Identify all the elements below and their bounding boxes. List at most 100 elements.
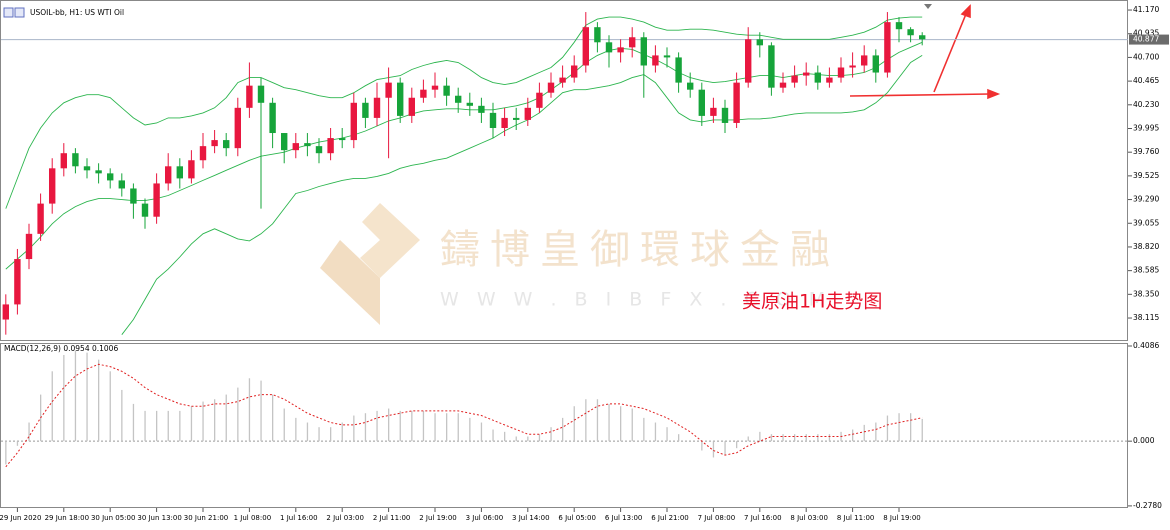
macd-bar <box>283 408 285 442</box>
candle-body <box>524 107 531 120</box>
watermark-url: W W W . B I B F X . C O M <box>440 289 831 311</box>
candle-body <box>107 173 114 181</box>
candle-body <box>745 39 752 83</box>
candle-body <box>269 102 276 134</box>
candle-body <box>60 153 67 169</box>
macd-bar <box>759 431 761 442</box>
candle-body <box>652 55 659 66</box>
candle-body <box>350 102 357 141</box>
macd-bar <box>411 410 413 442</box>
candle-body <box>315 146 323 154</box>
candle-body <box>895 22 903 30</box>
candle-body <box>420 89 427 98</box>
watermark: 鑄博皇御環球金融 W W W . B I B F X . C O M <box>320 203 831 325</box>
macd-bar <box>817 434 819 442</box>
x-tick-label: 6 Jul 21:00 <box>651 514 689 522</box>
x-tick-label: 29 Jun 2020 <box>0 514 41 522</box>
macd-bar <box>747 436 749 442</box>
candle-body <box>710 107 717 116</box>
y-tick-label: 38.585 <box>1133 266 1159 275</box>
candle-body <box>837 67 845 78</box>
shift-marker <box>924 4 932 9</box>
x-tick-label: 6 Jul 05:00 <box>558 514 596 522</box>
macd-bar <box>457 413 459 442</box>
x-tick-label: 30 Jun 05:00 <box>91 514 135 522</box>
macd-bar <box>875 422 877 442</box>
macd-bar <box>898 413 900 442</box>
x-tick-label: 2 Jul 03:00 <box>326 514 364 522</box>
band-lower <box>121 55 923 335</box>
candle-body <box>25 233 33 260</box>
macd-bar <box>132 403 135 442</box>
macd-bar <box>562 417 564 442</box>
icon <box>3 7 14 18</box>
candle-body <box>95 170 102 174</box>
main-panel-frame <box>0 0 1128 341</box>
candle-body <box>849 65 856 68</box>
arrow-line <box>933 13 967 93</box>
candle-body <box>2 304 9 320</box>
macd-bar <box>596 399 599 442</box>
candle-body <box>153 183 160 217</box>
candle-body <box>768 45 775 88</box>
macd-bar <box>550 427 552 442</box>
macd-bar <box>620 406 622 442</box>
macd-bar <box>121 389 123 442</box>
y-tick-label: 39.290 <box>1133 195 1159 204</box>
watermark-logo <box>360 203 420 278</box>
candle-body <box>919 35 926 40</box>
title-icons <box>3 7 25 18</box>
macd-bar <box>782 434 784 442</box>
macd-bar <box>770 434 773 442</box>
candle-body <box>872 55 879 73</box>
y-tick-label: 0.000 <box>1133 436 1155 445</box>
candle-body <box>687 82 694 90</box>
candle-body <box>779 82 787 88</box>
candle-body <box>756 39 763 46</box>
macd-bar <box>214 399 216 442</box>
macd-bar <box>16 441 19 446</box>
candle-body <box>455 95 462 103</box>
candle-body <box>536 92 543 108</box>
macd-bar <box>272 394 274 442</box>
macd-bar <box>376 410 378 442</box>
drawn-arrows <box>849 4 1001 100</box>
y-tick-label: 39.525 <box>1133 171 1159 180</box>
candle-body <box>37 203 44 234</box>
macd-bar <box>86 352 88 442</box>
x-tick-label: 2 Jul 19:00 <box>419 514 457 522</box>
macd-bar <box>446 413 448 442</box>
candle-body <box>466 102 473 106</box>
macd-bar <box>538 434 541 442</box>
y-tick-label: 0.4086 <box>1133 341 1159 350</box>
candle-body <box>118 180 125 189</box>
y-tick-label: 40.935 <box>1133 29 1159 38</box>
annotation: 美原油1H走势图 <box>742 291 882 313</box>
macd-bar <box>28 422 30 442</box>
macd-bar <box>51 371 53 442</box>
macd-bar <box>886 415 889 442</box>
y-tick-label: 41.170 <box>1133 5 1159 14</box>
macd-title: MACD(12,26,9) 0.0954 0.1006 <box>4 344 118 353</box>
candle-body <box>292 143 299 151</box>
macd-bar <box>422 410 425 442</box>
candle-body <box>176 166 183 179</box>
macd-bar <box>852 429 854 442</box>
candle-body <box>14 259 21 305</box>
macd-bar <box>712 441 715 458</box>
macd-bar <box>701 441 703 451</box>
macd-bar <box>399 410 401 442</box>
x-tick-label: 8 Jul 11:00 <box>837 514 875 522</box>
macd-bar <box>434 413 436 442</box>
macd-bar <box>654 422 657 442</box>
y-tick-label: 40.700 <box>1133 52 1159 61</box>
macd-bar <box>736 441 738 449</box>
candle-body <box>257 85 265 103</box>
macd-bar <box>480 422 483 442</box>
candle-body <box>489 112 497 128</box>
chart-title: USOIL-bb, H1: US WTI Oil <box>30 8 124 17</box>
candle-body <box>281 133 288 151</box>
candle-body <box>373 97 381 118</box>
last-price-label: 40.877 <box>1133 35 1159 44</box>
x-tick-label: 2 Jul 11:00 <box>373 514 411 522</box>
